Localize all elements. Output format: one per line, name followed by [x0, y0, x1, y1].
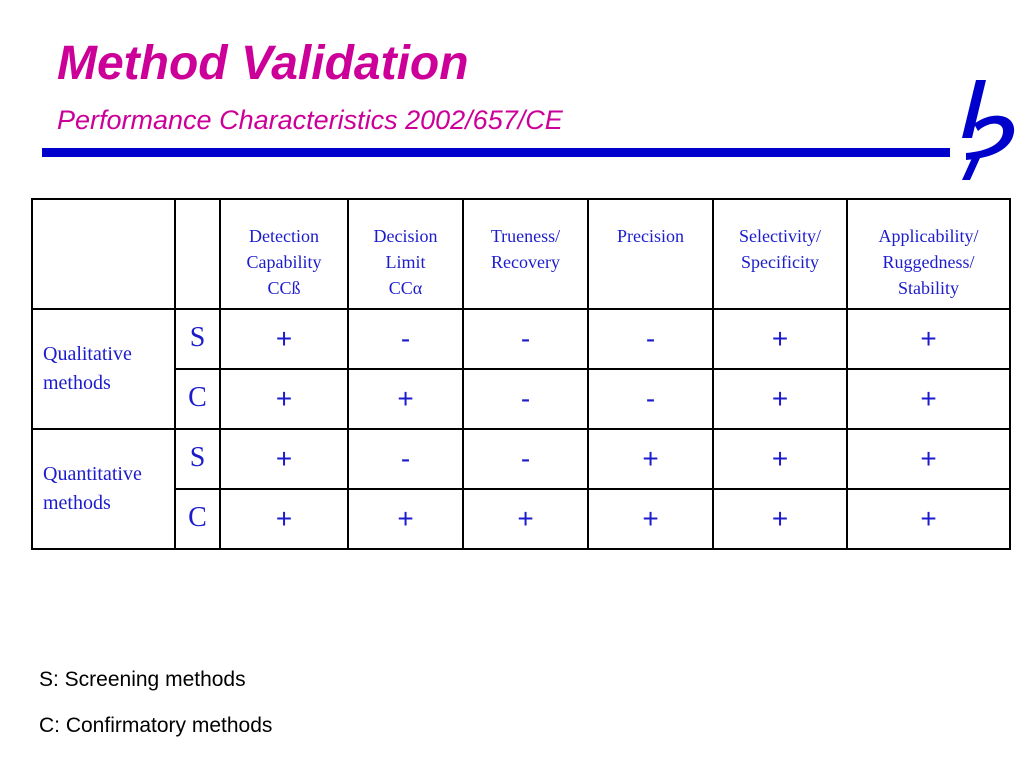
jrc-logo-icon [962, 80, 1015, 180]
table-cell: + [712, 488, 848, 550]
blank-header-cell [31, 198, 176, 310]
table-cell: + [219, 428, 349, 490]
table-cell: - [462, 368, 589, 430]
blank-header-cell [174, 198, 221, 310]
table-cell: + [712, 428, 848, 490]
table-row: Quantitative methods S + - - + + + [31, 428, 1011, 550]
table-cell: + [846, 368, 1011, 430]
column-header-precision: Precision [587, 198, 714, 310]
column-header-applicability: Applicability/ Ruggedness/ Stability [846, 198, 1011, 310]
table-cell: + [587, 428, 714, 490]
table-cell: + [219, 368, 349, 430]
table-row: Qualitative methods S + - - - + + [31, 308, 1011, 430]
table-cell: - [347, 308, 464, 370]
table-row: C + + + + + + [32, 488, 1011, 550]
slide-title: Method Validation [57, 37, 469, 90]
method-code: C [174, 368, 221, 430]
table-cell: - [462, 308, 589, 370]
column-header-selectivity: Selectivity/ Specificity [712, 198, 848, 310]
table-cell: + [846, 488, 1011, 550]
title-rule [42, 148, 950, 157]
table-cell: + [846, 308, 1011, 370]
table-cell: - [587, 308, 714, 370]
method-code: S [174, 308, 221, 370]
group-label-quantitative: Quantitative methods [31, 428, 176, 550]
slide-subtitle: Performance Characteristics 2002/657/CE [57, 105, 563, 135]
column-header-decision-limit: Decision Limit CCα [347, 198, 464, 310]
table-row: C + + - - + + [32, 368, 1011, 430]
table-cell: + [219, 488, 349, 550]
legend-screening: S: Screening methods [39, 668, 246, 691]
legend-confirmatory: C: Confirmatory methods [39, 714, 273, 737]
table-cell: + [347, 488, 464, 550]
table-cell: + [712, 308, 848, 370]
group-label-qualitative: Qualitative methods [31, 308, 176, 430]
method-code: C [174, 488, 221, 550]
table-cell: - [462, 428, 589, 490]
table-cell: - [587, 368, 714, 430]
performance-table: Detection Capability CCß Decision Limit … [31, 198, 1011, 550]
table-cell: - [347, 428, 464, 490]
header-row: Detection Capability CCß Decision Limit … [31, 198, 1011, 310]
table-cell: + [219, 308, 349, 370]
table-cell: + [587, 488, 714, 550]
table-cell: + [462, 488, 589, 550]
table-cell: + [347, 368, 464, 430]
column-header-trueness: Trueness/ Recovery [462, 198, 589, 310]
column-header-detection: Detection Capability CCß [219, 198, 349, 310]
method-code: S [174, 428, 221, 490]
table-cell: + [846, 428, 1011, 490]
table-cell: + [712, 368, 848, 430]
